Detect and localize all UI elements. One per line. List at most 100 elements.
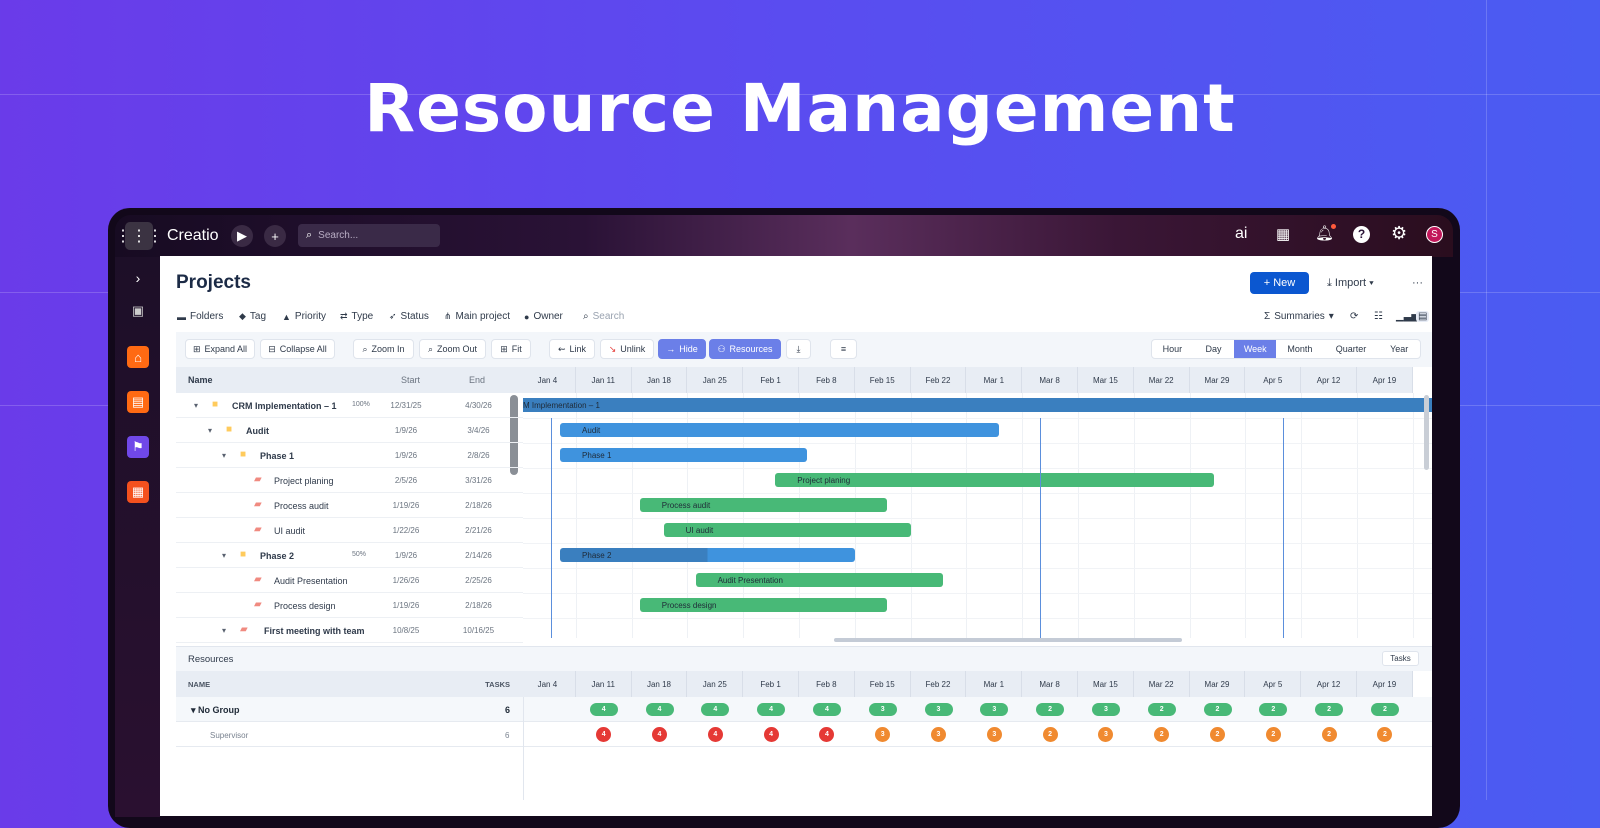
link-button[interactable]: ⇜ Link [549, 339, 595, 359]
name-column-header[interactable]: Name [188, 375, 213, 385]
scale-year[interactable]: Year [1390, 344, 1409, 354]
resource-load-badge: 4 [652, 727, 667, 742]
collapse-toggle-icon[interactable]: ▾ [194, 401, 199, 410]
group-load-badge: 4 [757, 703, 786, 716]
chart-vertical-scrollbar[interactable] [1424, 395, 1429, 470]
expand-all-button[interactable]: ⊞ Expand All [185, 339, 255, 359]
briefcase-icon[interactable]: ▤ [127, 391, 149, 413]
fit-button[interactable]: ⊞ Fit [491, 339, 531, 359]
menu-button[interactable]: ≡ [830, 339, 857, 359]
task-name: Audit Presentation [274, 576, 348, 586]
filter-tag[interactable]: ◆ Tag [239, 311, 266, 322]
scale-quarter[interactable]: Quarter [1335, 344, 1367, 354]
more-button[interactable]: ··· [1412, 277, 1423, 289]
collapse-toggle-icon[interactable]: ▾ [222, 626, 227, 635]
table-row[interactable]: ▾ ■ CRM Implementation – 1 100% 12/31/25 4/30… [176, 393, 523, 418]
zoom-in-button[interactable]: ⌕ Zoom In [353, 339, 414, 359]
gantt-bar[interactable]: Audit Presentation [695, 573, 943, 587]
filter-priority[interactable]: ▲ Priority [282, 311, 326, 322]
app-grid-icon[interactable]: ⋮⋮⋮ [115, 222, 163, 250]
scale-week[interactable]: Week [1234, 340, 1277, 358]
ai-icon[interactable]: ai [1235, 225, 1248, 242]
filter-owner[interactable]: ● Owner [524, 311, 563, 322]
scale-hour[interactable]: Hour [1162, 344, 1183, 354]
gantt-bar[interactable]: Audit [560, 423, 999, 437]
filter-search[interactable]: ⌕ Search [583, 311, 624, 322]
gantt-bar[interactable]: UI audit [663, 523, 911, 537]
table-row[interactable]: ▰ Process design 1/19/26 2/18/26 [176, 593, 523, 618]
resource-load-badge: 2 [1210, 727, 1225, 742]
scale-month[interactable]: Month [1287, 344, 1313, 354]
task-start: 1/9/26 [394, 451, 418, 460]
run-process-icon[interactable]: ▶ [231, 225, 253, 247]
gantt-view-icon[interactable]: ▤ [1416, 311, 1430, 322]
filter-status[interactable]: ➶ Status [389, 311, 429, 322]
resources-title: Resources [188, 654, 234, 665]
flag-icon[interactable]: ⚑ [127, 436, 149, 458]
scale-day[interactable]: Day [1205, 344, 1222, 354]
gantt-bar[interactable]: M Implementation – 1 [523, 398, 1432, 412]
start-column-header[interactable]: Start [401, 375, 421, 385]
gantt-bar[interactable]: Phase 2 [560, 548, 856, 562]
filter-main-project[interactable]: ⋔ Main project [444, 311, 510, 322]
gear-icon[interactable]: ⚙ [1391, 223, 1408, 243]
grid-line [854, 393, 856, 638]
week-header: Apr 12 [1301, 671, 1357, 697]
table-row[interactable]: ▾ ▰ First meeting with team 10/8/25 10/16/25 [176, 618, 523, 643]
week-header: Feb 1 [743, 671, 799, 697]
resource-group-row[interactable] [176, 697, 1432, 722]
hide-button[interactable]: → Hide [658, 339, 706, 359]
table-row[interactable]: ▰ UI audit 1/22/26 2/21/26 [176, 518, 523, 543]
refresh-icon[interactable]: ⟳ [1350, 311, 1359, 322]
table-row[interactable]: ▰ Process audit 1/19/26 2/18/26 [176, 493, 523, 518]
calendar-icon[interactable]: ▦ [127, 481, 149, 503]
avatar[interactable]: S [1426, 226, 1443, 243]
collapse-toggle-icon[interactable]: ▾ [222, 551, 227, 560]
summaries-dropdown[interactable]: Σ Summaries ▾ [1264, 311, 1334, 322]
table-row[interactable]: ▾ ■ Phase 1 1/9/26 2/8/26 [176, 443, 523, 468]
horizontal-scrollbar[interactable] [834, 638, 1182, 642]
collapse-toggle-icon[interactable]: ▾ [222, 451, 227, 460]
grid-line [523, 493, 1432, 494]
collapse-all-button[interactable]: ⊟ Collapse All [260, 339, 335, 359]
table-row[interactable]: ▰ Audit Presentation 1/26/26 2/25/26 [176, 568, 523, 593]
filter-folders[interactable]: ▬ Folders [177, 311, 223, 322]
help-icon[interactable]: ? [1353, 226, 1370, 243]
resources-button[interactable]: ⚇ Resources [709, 339, 781, 359]
collapse-toggle-icon[interactable]: ▾ [208, 426, 213, 435]
filter-type[interactable]: ⇄ Type [340, 311, 373, 322]
task-progress: 50% [352, 551, 367, 558]
new-button[interactable]: + New [1250, 272, 1309, 294]
tasks-button[interactable]: Tasks [1382, 651, 1419, 666]
add-icon[interactable]: + [264, 225, 286, 247]
grid-line [1189, 393, 1191, 638]
task-name: Audit [246, 426, 269, 436]
search-placeholder: Search... [318, 230, 359, 241]
gantt-bar[interactable]: Process design [639, 598, 887, 612]
import-button[interactable]: ⤓ Import ▾ [1327, 277, 1374, 289]
grid-vertical-scrollbar[interactable] [510, 395, 518, 475]
bell-icon[interactable]: 🔔︎ [1315, 224, 1337, 242]
gantt-bar[interactable]: Process audit [639, 498, 887, 512]
export-button[interactable]: ⤓ [786, 339, 811, 359]
home-icon[interactable]: ⌂ [127, 346, 149, 368]
task-name: Phase 1 [260, 451, 295, 461]
workplace-grid-icon[interactable]: ▣ [131, 303, 145, 318]
gantt-bar[interactable]: Project planing [775, 473, 1214, 487]
end-column-header[interactable]: End [469, 375, 486, 385]
resource-row[interactable] [176, 722, 1432, 747]
global-search[interactable]: ⌕ Search... [298, 224, 440, 247]
table-row[interactable]: ▾ ■ Phase 2 50% 1/9/26 2/14/26 [176, 543, 523, 568]
expand-chevron-icon[interactable]: › [135, 270, 141, 286]
list-view-icon[interactable]: ☷ [1374, 311, 1383, 322]
zoom-out-button[interactable]: ⌕ Zoom Out [419, 339, 486, 359]
gantt-bar[interactable]: Phase 1 [560, 448, 808, 462]
analytics-icon[interactable]: ▁▃▅ [1396, 311, 1420, 322]
apps-icon[interactable]: ▦ [1276, 226, 1291, 243]
unlink-button[interactable]: ↘ Unlink [600, 339, 654, 359]
table-row[interactable]: ▰ Project planing 2/5/26 3/31/26 [176, 468, 523, 493]
grid-line [1078, 393, 1079, 638]
grid-line [1357, 393, 1358, 638]
table-row[interactable]: ▾ ■ Audit 1/9/26 3/4/26 [176, 418, 523, 443]
week-header: Feb 22 [910, 671, 967, 697]
